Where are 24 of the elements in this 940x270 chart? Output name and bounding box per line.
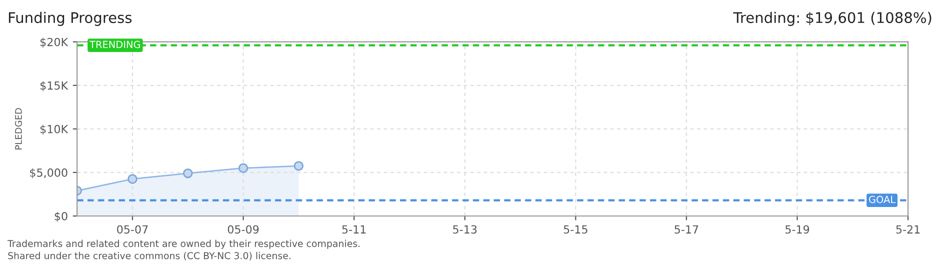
text: Trademarks and related content are owned by their respective companies. (7, 240, 360, 249)
point (238, 163, 248, 173)
ref-line-label: TRENDING (90, 40, 140, 48)
x-tick-label: 5-21 (896, 225, 920, 234)
x-tick-label: 5-11 (342, 225, 366, 234)
y-axis-title: PLEDGED (15, 108, 22, 150)
chart-title: Funding Progress (8, 12, 132, 26)
y-tick-label: $10K (40, 124, 68, 135)
point (294, 161, 304, 171)
x-tick-label: 5-13 (453, 225, 477, 234)
ref-line-label: GOAL (869, 196, 896, 204)
y-tick-label: $15K (40, 81, 68, 92)
y-tick-label: $0 (54, 212, 68, 222)
x-tick-label: 5-19 (785, 225, 810, 234)
chart-subtitle: Trending: $19,601 (1088%) (733, 12, 932, 26)
point (183, 168, 193, 178)
point (128, 174, 138, 184)
y-tick-label: $20K (40, 38, 68, 48)
x-tick-label: 05-07 (117, 225, 148, 234)
x-tick-label: 05-09 (228, 225, 259, 234)
text: Shared under the creative commons (CC BY-NC 3.0) license. (8, 252, 290, 260)
x-tick-label: 5-17 (674, 225, 698, 234)
x-tick-label: 5-15 (564, 225, 588, 234)
y-tick-label: $5,000 (30, 168, 68, 178)
